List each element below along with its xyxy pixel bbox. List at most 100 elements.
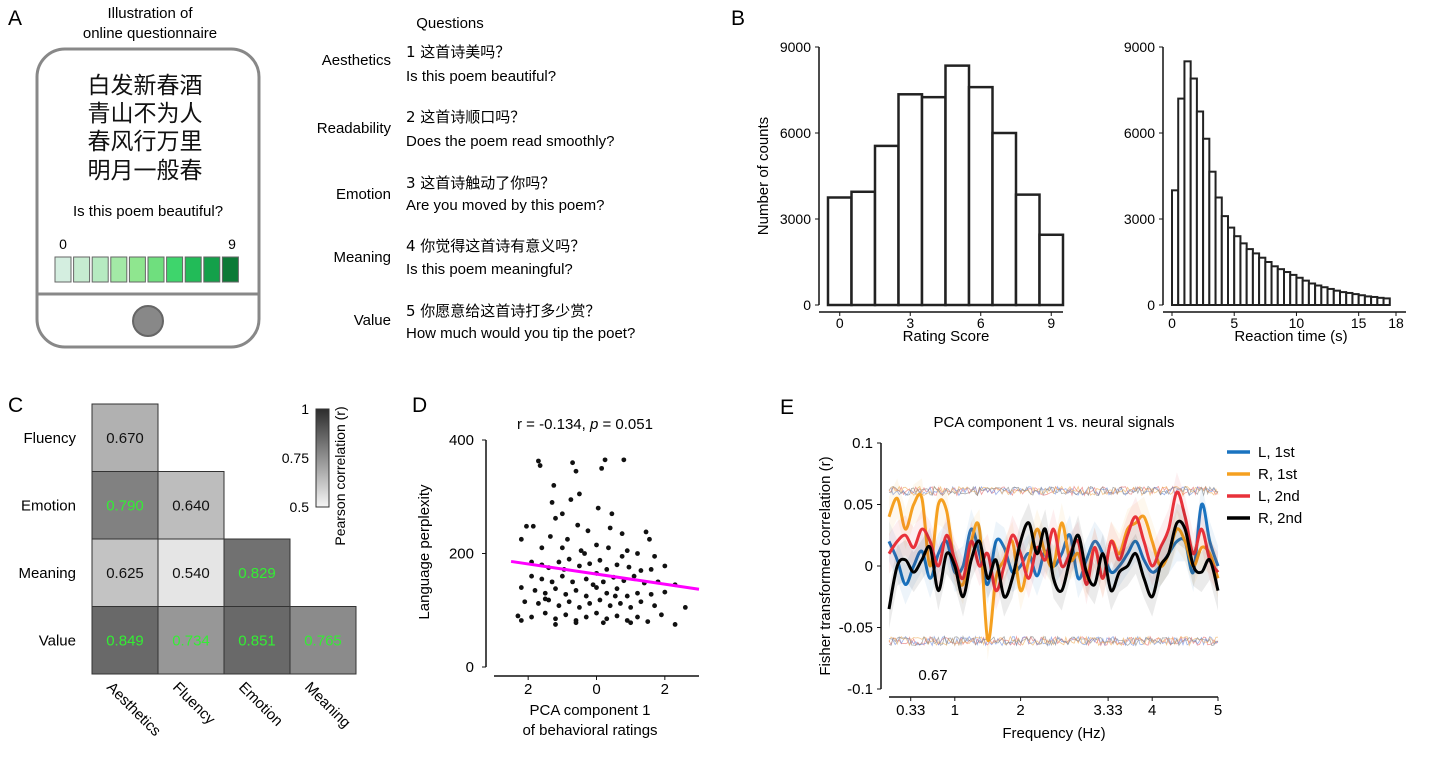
x-axis-label: Frequency (Hz): [1002, 725, 1105, 742]
colorbar-tick-label: 0.75: [282, 450, 309, 466]
x-tick-label: 4: [1148, 702, 1156, 719]
scatter-point: [662, 589, 668, 595]
scatter-point: [628, 620, 634, 626]
y-tick-label: 0: [1147, 297, 1155, 313]
scatter-point: [553, 622, 558, 627]
scatter-point: [524, 523, 529, 529]
scatter-point: [522, 599, 528, 605]
regression-line: [510, 559, 700, 591]
scatter-point: [563, 591, 569, 597]
scale-box: [166, 256, 184, 283]
scatter-point: [609, 511, 615, 517]
scatter-point: [614, 613, 620, 619]
scatter-point: [635, 590, 640, 596]
scatter-point: [539, 576, 545, 582]
scatter-point: [570, 460, 575, 466]
scatter-point: [559, 511, 565, 517]
null-trace: [888, 485, 1219, 497]
scatter-point: [612, 593, 618, 599]
scatter-point: [587, 601, 593, 606]
scatter-point: [624, 618, 630, 623]
null-trace: [888, 485, 1219, 498]
scatter-point: [553, 586, 558, 592]
x-tick-label: 2: [661, 681, 669, 698]
scale-box: [221, 256, 239, 283]
illustration-title-line2: online questionnaire: [83, 25, 217, 42]
scatter-point: [652, 553, 657, 559]
histogram-bar: [967, 85, 994, 307]
reaction-time-histogram: 0 3000 6000 9000 0 5 10 15 18 Reaction time (s): [1124, 39, 1406, 345]
heatmap-cell: [91, 403, 159, 472]
scatter-point: [635, 551, 640, 556]
y-tick-label: -0.05: [839, 620, 873, 637]
colorbar-label: Pearson correlation (r): [332, 406, 348, 545]
title-r: r = -0.134,: [517, 416, 590, 433]
histogram-bar: [897, 93, 924, 307]
y-tick-label: 6000: [780, 125, 811, 141]
heatmap-cell: [223, 606, 291, 675]
panel-a: A Illustration of online questionnaire 白…: [8, 5, 635, 349]
question-label-value: Value: [354, 312, 391, 329]
scatter-point: [619, 553, 625, 559]
scatter-point: [577, 605, 582, 610]
scatter-point: [551, 483, 557, 488]
scatter-point: [638, 599, 644, 605]
questions-header: Questions: [416, 15, 484, 32]
neural-correlation-plot: 0.1 0.05 0 -0.05 -0.1 0.33 1 2 3.33 4 5 0.67 PCA com…: [817, 414, 1302, 742]
scatter-point: [536, 601, 541, 606]
row-label: Fluency: [23, 430, 76, 447]
scatter-point: [597, 597, 603, 603]
y-tick-label: 3000: [780, 211, 811, 227]
scatter-point: [583, 593, 589, 599]
question-zh-meaning: 4 你觉得这首诗有意义吗？: [406, 237, 585, 255]
scatter-point: [607, 603, 613, 609]
heatmap-cell: [157, 538, 225, 607]
x-tick-label: 5: [1214, 702, 1222, 719]
scatter-point: [614, 562, 620, 568]
panel-b: B 0 3000 6000 9000 0 3 6 9 Rating Score Number of…: [731, 7, 1406, 345]
histogram-bar: [1014, 193, 1041, 307]
legend-label: R, 1st: [1258, 466, 1298, 483]
heatmap-value: 0.765: [304, 632, 342, 649]
null-trace: [889, 635, 1219, 647]
scale-box: [110, 256, 128, 283]
scatter-point: [631, 573, 637, 579]
scale-box: [128, 256, 146, 283]
poem-line-2: 青山不为人: [88, 100, 203, 126]
legend-label: L, 1st: [1258, 444, 1296, 461]
scatter-point: [549, 500, 555, 505]
heatmap-cell: [157, 606, 225, 675]
scatter-point: [614, 586, 620, 592]
heatmap-value: 0.790: [106, 497, 144, 514]
x-tick-label: 0: [836, 315, 844, 331]
scatter-point: [600, 620, 606, 626]
heatmap-value: 0.625: [106, 565, 144, 582]
plot-title: PCA component 1 vs. neural signals: [934, 414, 1175, 431]
histogram-bar: [920, 95, 947, 307]
scatter-point: [556, 603, 562, 609]
heatmap-value: 0.640: [172, 497, 210, 514]
heatmap-value: 0.670: [106, 430, 144, 447]
rating-scale: [54, 256, 239, 283]
scatter-point: [585, 528, 591, 534]
phone-frame: [35, 47, 261, 349]
scatter-point: [621, 457, 627, 463]
x-axis-label: Reaction time (s): [1234, 328, 1347, 345]
scatter-point: [539, 545, 545, 551]
scatter-point: [559, 573, 565, 579]
scatter-point: [530, 523, 536, 529]
column-label: Fluency: [169, 679, 219, 729]
y-tick-label: -0.1: [847, 681, 873, 698]
scatter-point: [553, 616, 558, 622]
heatmap-value: 0.849: [106, 632, 144, 649]
heatmap-cell: [157, 471, 225, 540]
x-axis-label-line1: PCA component 1: [530, 702, 651, 719]
panel-d: D 0 200 400 2 0 2 r = -0.134, p = 0.051 PCA com…: [412, 394, 700, 739]
y-tick-label: 9000: [780, 39, 811, 55]
colorbar: [315, 408, 330, 508]
panel-letter-b: B: [731, 7, 745, 30]
scale-max-label: 9: [228, 236, 236, 252]
scatter-point: [643, 529, 649, 535]
heatmap-cell: [91, 471, 159, 540]
y-tick-label: 0.1: [852, 435, 873, 452]
